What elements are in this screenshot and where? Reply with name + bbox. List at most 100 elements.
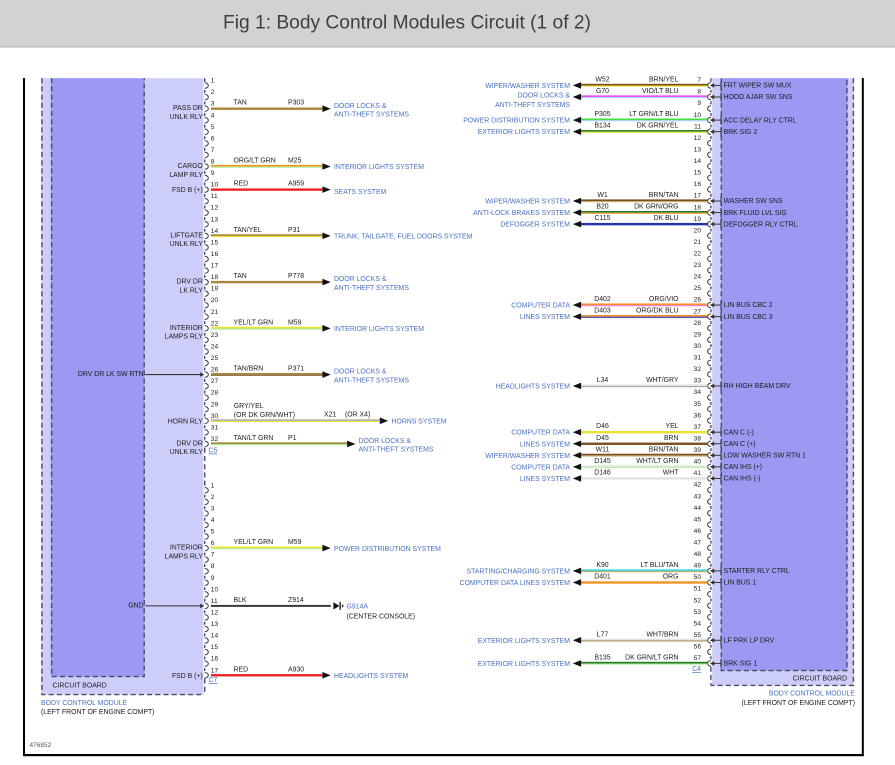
svg-text:6: 6 bbox=[211, 135, 215, 142]
svg-text:ANTI-THEFT SYSTEMS: ANTI-THEFT SYSTEMS bbox=[334, 111, 409, 118]
svg-text:11: 11 bbox=[211, 193, 218, 200]
svg-text:43: 43 bbox=[694, 493, 702, 500]
svg-text:BODY CONTROL MODULE: BODY CONTROL MODULE bbox=[41, 700, 128, 707]
svg-text:HEADLIGHTS SYSTEM: HEADLIGHTS SYSTEM bbox=[334, 673, 409, 680]
svg-text:14: 14 bbox=[211, 633, 219, 640]
svg-text:ANTI-THEFT SYSTEMS: ANTI-THEFT SYSTEMS bbox=[495, 102, 570, 109]
svg-text:(OR X4): (OR X4) bbox=[345, 412, 370, 419]
svg-text:INTERIOR LIGHTS SYSTEM: INTERIOR LIGHTS SYSTEM bbox=[334, 326, 424, 333]
svg-text:(LEFT FRONT OF ENGINE COMPT): (LEFT FRONT OF ENGINE COMPT) bbox=[742, 700, 855, 707]
svg-text:1: 1 bbox=[211, 78, 215, 85]
svg-text:A959: A959 bbox=[288, 181, 304, 188]
svg-text:40: 40 bbox=[694, 459, 702, 466]
svg-text:DOOR LOCKS &: DOOR LOCKS & bbox=[359, 438, 412, 445]
svg-text:52: 52 bbox=[694, 597, 702, 604]
svg-text:W1: W1 bbox=[597, 192, 608, 199]
svg-text:53: 53 bbox=[694, 609, 702, 616]
svg-text:P778: P778 bbox=[288, 273, 304, 280]
svg-text:P303: P303 bbox=[288, 100, 304, 107]
svg-text:COMPUTER DATA: COMPUTER DATA bbox=[511, 430, 570, 437]
svg-text:WHT/GRY: WHT/GRY bbox=[646, 377, 679, 384]
svg-text:TAN: TAN bbox=[234, 100, 247, 107]
svg-text:LF PRK LP DRV: LF PRK LP DRV bbox=[724, 638, 775, 645]
svg-text:17: 17 bbox=[211, 667, 219, 674]
svg-text:C115: C115 bbox=[595, 215, 611, 222]
svg-text:22: 22 bbox=[211, 320, 219, 327]
svg-text:Z914: Z914 bbox=[288, 597, 304, 604]
svg-text:16: 16 bbox=[211, 251, 219, 258]
svg-text:CAN C (+): CAN C (+) bbox=[724, 441, 756, 448]
svg-text:14: 14 bbox=[694, 158, 702, 165]
svg-text:DOOR LOCKS &: DOOR LOCKS & bbox=[334, 369, 387, 376]
svg-text:CAN IHS (+): CAN IHS (+) bbox=[724, 464, 762, 471]
svg-text:49: 49 bbox=[694, 563, 702, 570]
svg-text:9: 9 bbox=[211, 170, 215, 177]
svg-text:LIN BUS CBC 2: LIN BUS CBC 2 bbox=[724, 302, 773, 309]
svg-text:13: 13 bbox=[211, 216, 219, 223]
svg-text:C4: C4 bbox=[692, 666, 701, 673]
svg-text:M59: M59 bbox=[288, 319, 302, 326]
svg-text:C5: C5 bbox=[209, 448, 218, 455]
svg-text:INTERIOR LIGHTS SYSTEM: INTERIOR LIGHTS SYSTEM bbox=[334, 164, 424, 171]
svg-text:ANTI-THEFT SYSTEMS: ANTI-THEFT SYSTEMS bbox=[334, 285, 409, 292]
svg-text:COMPUTER DATA: COMPUTER DATA bbox=[511, 464, 570, 471]
svg-text:DEFOGGER SYSTEM: DEFOGGER SYSTEM bbox=[500, 222, 570, 229]
svg-text:18: 18 bbox=[211, 274, 219, 281]
svg-text:(OR DK GRN/WHT): (OR DK GRN/WHT) bbox=[234, 412, 295, 419]
svg-text:32: 32 bbox=[694, 366, 702, 373]
svg-text:LINES SYSTEM: LINES SYSTEM bbox=[520, 476, 570, 483]
svg-text:15: 15 bbox=[211, 644, 219, 651]
svg-text:P1: P1 bbox=[288, 435, 297, 442]
svg-text:FSD B (+): FSD B (+) bbox=[172, 673, 203, 680]
svg-text:ANTI-THEFT SYSTEMS: ANTI-THEFT SYSTEMS bbox=[334, 377, 409, 384]
svg-text:8: 8 bbox=[211, 159, 215, 166]
svg-text:G70: G70 bbox=[596, 88, 609, 95]
svg-text:BRK FLUID LVL SIG: BRK FLUID LVL SIG bbox=[724, 210, 787, 217]
svg-text:BRN/TAN: BRN/TAN bbox=[649, 446, 679, 453]
svg-text:23: 23 bbox=[694, 262, 702, 269]
svg-text:10: 10 bbox=[211, 586, 219, 593]
svg-text:D401: D401 bbox=[594, 574, 611, 581]
svg-text:8: 8 bbox=[211, 563, 215, 570]
svg-text:4: 4 bbox=[211, 112, 215, 119]
svg-text:54: 54 bbox=[694, 620, 702, 627]
svg-text:C7: C7 bbox=[209, 677, 218, 684]
svg-text:31: 31 bbox=[694, 355, 702, 362]
svg-text:19: 19 bbox=[694, 216, 702, 223]
svg-text:ORG: ORG bbox=[663, 574, 679, 581]
svg-text:POWER DISTRIBUTION SYSTEM: POWER DISTRIBUTION SYSTEM bbox=[334, 546, 441, 553]
svg-text:PASS DR: PASS DR bbox=[173, 105, 203, 112]
svg-text:25: 25 bbox=[211, 355, 219, 362]
svg-text:D403: D403 bbox=[594, 308, 611, 315]
svg-text:BRN/YEL: BRN/YEL bbox=[649, 76, 679, 83]
svg-text:16: 16 bbox=[211, 656, 219, 663]
svg-text:ACC DELAY RLY CTRL: ACC DELAY RLY CTRL bbox=[724, 117, 797, 124]
svg-text:31: 31 bbox=[211, 424, 219, 431]
svg-text:20: 20 bbox=[211, 297, 219, 304]
svg-text:STARTER RLY CTRL: STARTER RLY CTRL bbox=[724, 568, 790, 575]
svg-text:27: 27 bbox=[694, 308, 702, 315]
svg-text:51: 51 bbox=[694, 586, 702, 593]
svg-text:DK GRN/ORG: DK GRN/ORG bbox=[634, 204, 678, 211]
svg-text:B134: B134 bbox=[594, 123, 610, 130]
svg-text:36: 36 bbox=[694, 412, 702, 419]
svg-text:CIRCUIT BOARD: CIRCUIT BOARD bbox=[53, 683, 107, 690]
svg-text:ANTI-THEFT SYSTEMS: ANTI-THEFT SYSTEMS bbox=[359, 447, 434, 454]
svg-text:GRY/YEL: GRY/YEL bbox=[234, 403, 264, 410]
svg-text:EXTERIOR LIGHTS SYSTEM: EXTERIOR LIGHTS SYSTEM bbox=[478, 661, 571, 668]
svg-text:BODY CONTROL MODULE: BODY CONTROL MODULE bbox=[769, 691, 856, 698]
svg-text:21: 21 bbox=[211, 309, 219, 316]
svg-text:55: 55 bbox=[694, 632, 702, 639]
svg-text:BRN/TAN: BRN/TAN bbox=[649, 192, 679, 199]
svg-text:M25: M25 bbox=[288, 158, 302, 165]
svg-text:B135: B135 bbox=[594, 654, 610, 661]
svg-text:RED: RED bbox=[234, 666, 249, 673]
svg-text:STARTING/CHARGING SYSTEM: STARTING/CHARGING SYSTEM bbox=[467, 568, 571, 575]
svg-text:ORG/DK BLU: ORG/DK BLU bbox=[636, 308, 679, 315]
svg-text:BLK: BLK bbox=[234, 597, 247, 604]
svg-text:27: 27 bbox=[211, 378, 219, 385]
svg-text:35: 35 bbox=[694, 401, 702, 408]
svg-text:P31: P31 bbox=[288, 227, 300, 234]
svg-text:COMPUTER DATA: COMPUTER DATA bbox=[511, 303, 570, 310]
svg-text:YEL/LT GRN: YEL/LT GRN bbox=[234, 539, 274, 546]
